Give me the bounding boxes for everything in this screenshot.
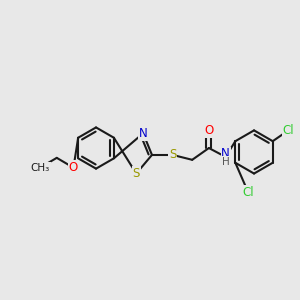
Text: CH₃: CH₃ — [30, 163, 50, 173]
Text: S: S — [133, 167, 140, 180]
Text: Cl: Cl — [283, 124, 294, 137]
Text: Cl: Cl — [242, 186, 254, 199]
Text: S: S — [169, 148, 176, 161]
Text: H: H — [222, 157, 230, 167]
Text: N: N — [139, 127, 148, 140]
Text: N: N — [221, 147, 230, 161]
Text: O: O — [204, 124, 214, 137]
Text: O: O — [69, 161, 78, 174]
